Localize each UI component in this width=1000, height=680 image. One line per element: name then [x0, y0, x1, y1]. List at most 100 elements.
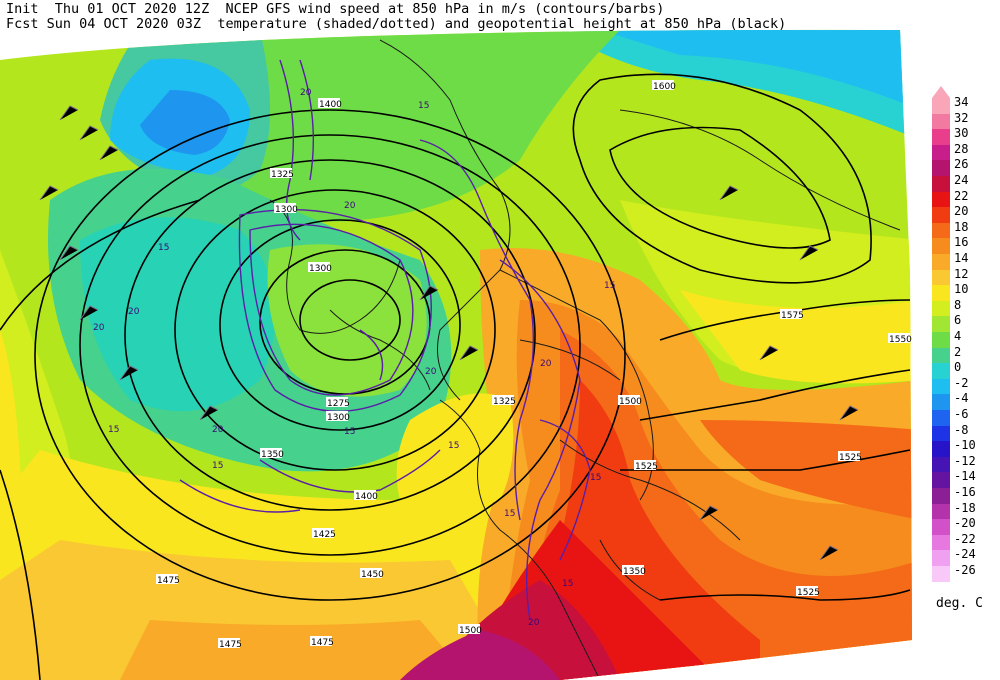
forecast-line: Fcst Sun 04 OCT 2020 03Z temperature (sh…: [6, 16, 787, 32]
height-label: 1500: [618, 395, 642, 407]
colorbar-label: -10: [954, 438, 976, 453]
colorbar-arrow: [932, 86, 950, 98]
colorbar-swatch: [932, 488, 950, 504]
colorbar-label: -12: [954, 453, 976, 468]
wind-label: 15: [108, 425, 119, 435]
height-label: 1575: [780, 309, 804, 321]
colorbar-label: 20: [954, 204, 969, 219]
colorbar-swatch: [932, 347, 950, 364]
height-label: 1475: [156, 574, 180, 586]
colorbar-label: 16: [954, 235, 969, 250]
colorbar-label: 4: [954, 329, 962, 343]
colorbar-swatch: [932, 425, 950, 442]
wind-label: 20: [344, 201, 356, 211]
wind-label: 15: [562, 579, 573, 589]
wind-labels: 20 15 20 20 15 20 15 15 20 15 15 20 15 1…: [93, 88, 615, 628]
colorbar-swatch: [932, 191, 950, 208]
wind-label: 20: [425, 367, 437, 377]
svg-text:1450: 1450: [361, 570, 384, 580]
colorbar-label: 12: [954, 266, 969, 281]
height-label: 1450: [360, 568, 384, 580]
height-label: 1475: [218, 638, 242, 650]
svg-text:1400: 1400: [355, 492, 378, 502]
height-label: 1300: [326, 411, 350, 423]
svg-text:1400: 1400: [319, 100, 342, 110]
colorbar-swatch: [932, 254, 950, 270]
colorbar-swatch: [932, 441, 950, 457]
height-label: 1525: [634, 460, 658, 472]
colorbar-label: -18: [954, 500, 976, 515]
colorbar-label: 18: [954, 219, 969, 234]
colorbar-label: 24: [954, 173, 969, 187]
colorbar-swatch: [932, 550, 950, 566]
wind-label: 15: [604, 281, 615, 291]
colorbar-swatch: [932, 98, 950, 114]
wind-label: 20: [300, 88, 312, 98]
height-label: 1400: [354, 490, 378, 502]
svg-text:1300: 1300: [309, 264, 332, 274]
colorbar-swatch: [932, 394, 950, 410]
colorbar-label: -26: [954, 563, 976, 577]
colorbar-swatch: [932, 316, 950, 332]
wind-label: 15: [590, 473, 601, 483]
colorbar-swatch: [932, 144, 950, 161]
svg-text:1500: 1500: [619, 397, 642, 407]
colorbar-swatch: [932, 378, 950, 395]
colorbar-label: 28: [954, 141, 969, 156]
colorbar-label: 0: [954, 360, 962, 375]
svg-text:1300: 1300: [327, 413, 350, 423]
height-label: 1275: [326, 397, 350, 409]
wind-label: 15: [448, 441, 459, 451]
colorbar-label: 14: [954, 251, 969, 265]
colorbar-swatch: [932, 129, 950, 145]
colorbar-units: deg. C: [936, 596, 983, 611]
temperature-colorbar: 34 32 30 28 26 24 22 20 18 16 14 12 10 8 6 4 2 0 -2 -4 -6 -8-…: [928, 86, 1000, 616]
svg-text:1475: 1475: [219, 640, 242, 650]
colorbar-swatch: [932, 160, 950, 176]
colorbar-swatch: [932, 176, 950, 192]
colorbar-label: -16: [954, 485, 976, 499]
colorbar-swatch: [932, 113, 950, 130]
colorbar-swatch: [932, 207, 950, 223]
height-label: 1400: [318, 98, 342, 110]
colorbar-swatch: [932, 285, 950, 301]
height-label: 1550: [888, 333, 912, 345]
svg-text:1575: 1575: [781, 311, 804, 321]
colorbar-label: -24: [954, 547, 976, 562]
colorbar-label: 26: [954, 157, 969, 172]
colorbar-swatch: [932, 222, 950, 239]
wind-label: 15: [158, 243, 169, 253]
colorbar-label: -8: [954, 422, 969, 437]
svg-text:1275: 1275: [327, 399, 350, 409]
colorbar-swatch: [932, 238, 950, 254]
svg-text:1300: 1300: [275, 205, 298, 215]
wind-label: 20: [128, 307, 140, 317]
colorbar-label: 32: [954, 110, 969, 125]
colorbar-label: 10: [954, 282, 969, 297]
svg-text:1475: 1475: [311, 638, 334, 648]
svg-text:1350: 1350: [261, 450, 284, 460]
wind-label: 15: [212, 461, 223, 471]
colorbar-label: 8: [954, 297, 962, 312]
wind-contours: [179, 59, 591, 621]
colorbar-swatch: [932, 519, 950, 535]
colorbar-label: -6: [954, 407, 969, 421]
wind-label: 20: [528, 618, 540, 628]
colorbar-swatch: [932, 472, 950, 488]
height-label: 1300: [308, 262, 332, 274]
height-label: 1425: [312, 528, 336, 540]
svg-text:1600: 1600: [653, 82, 676, 92]
wind-label: 15: [504, 509, 515, 519]
colorbar-label: 6: [954, 313, 962, 328]
height-labels: 1300 1325 1300 1275 1300 1350 1400 1425 …: [156, 80, 912, 650]
map-header: Init Thu 01 OCT 2020 12Z NCEP GFS wind s…: [0, 0, 940, 34]
svg-text:1325: 1325: [493, 397, 516, 407]
svg-text:1525: 1525: [839, 453, 862, 463]
svg-text:1325: 1325: [271, 170, 294, 180]
colorbar-label: 22: [954, 188, 969, 203]
colorbar-swatch: [932, 363, 950, 379]
colorbar-label: 34: [954, 95, 969, 109]
colorbar-label: -22: [954, 531, 976, 546]
colorbar-label: -14: [954, 469, 976, 484]
colorbar-label: -4: [954, 391, 969, 406]
